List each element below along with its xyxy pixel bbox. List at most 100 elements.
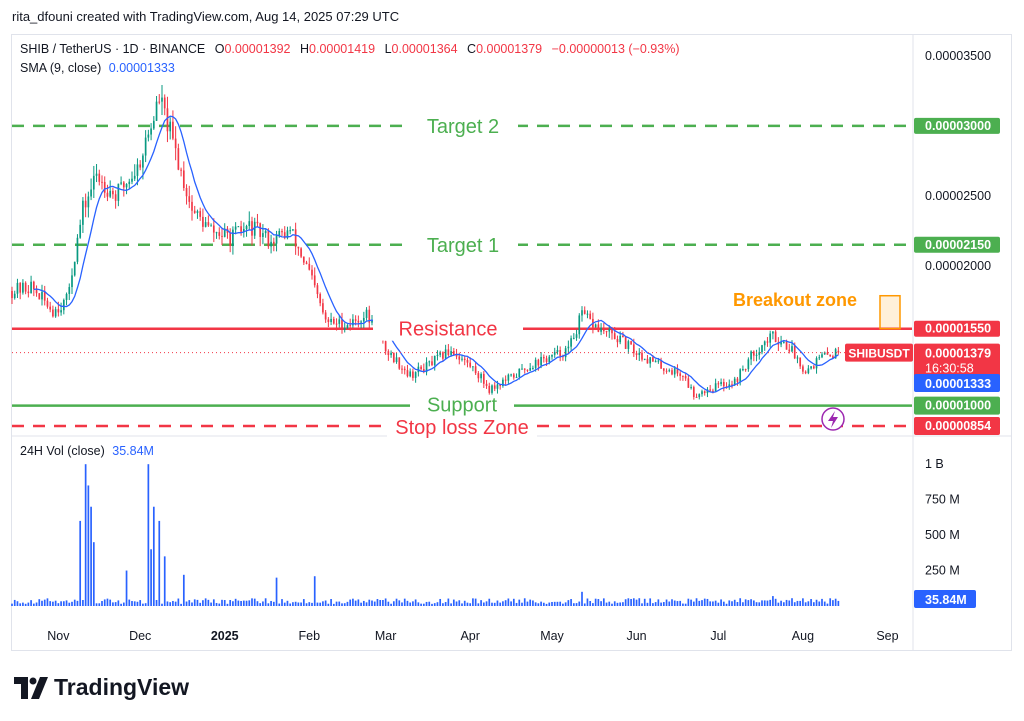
candle-body (30, 281, 32, 294)
candle-body (712, 390, 714, 392)
price-tick-1: 0.00002500 (925, 189, 991, 203)
candle-body (428, 361, 431, 363)
candle-body (619, 335, 622, 343)
tradingview-logo-icon (14, 676, 48, 699)
volume-bar (472, 598, 474, 606)
candle-body (300, 248, 302, 257)
volume-bar (802, 598, 804, 606)
time-tick-7: Jun (626, 629, 646, 643)
volume-bar (311, 602, 313, 606)
candle-body (510, 374, 512, 376)
volume-bar (676, 601, 679, 606)
volume-bar (428, 601, 431, 606)
tradingview-logo[interactable]: TradingView (14, 674, 189, 701)
volume-bar (147, 464, 150, 606)
candle-body (202, 216, 204, 227)
candle-body (493, 385, 496, 389)
volume-bar (605, 602, 608, 606)
label-target1: Target 1 (427, 235, 499, 257)
volume-bar (701, 600, 703, 606)
candle-body (649, 357, 652, 364)
volume-bar (30, 600, 32, 606)
close-value: 0.00001379 (476, 42, 543, 56)
candle-body (654, 361, 657, 363)
candle-body (665, 370, 668, 372)
volume-bar (395, 598, 398, 606)
candle-body (529, 368, 532, 371)
candle-body (422, 369, 425, 373)
candle-body (532, 367, 534, 369)
time-tick-10: Sep (876, 629, 898, 643)
volume-bar (534, 602, 537, 606)
volume-label[interactable]: 24H Vol (close) (20, 444, 105, 458)
price-tag-countdown: 16:30:58 (925, 362, 974, 376)
candle-body (613, 333, 616, 340)
symbol-name[interactable]: SHIB / TetherUS · 1D · BINANCE (20, 42, 206, 56)
candle-body (780, 342, 782, 345)
volume-bar (455, 601, 458, 606)
volume-bar (392, 601, 395, 606)
volume-bar (84, 464, 87, 606)
volume-bar (717, 602, 720, 606)
volume-bar (592, 603, 594, 606)
price-tag-text-last: 0.00001379 (925, 347, 991, 361)
candle-body (540, 356, 542, 366)
sma-label[interactable]: SMA (9, close) (20, 61, 102, 75)
volume-bar (324, 600, 327, 606)
candle-body (341, 319, 343, 330)
volume-bar (409, 602, 412, 606)
volume-bar (690, 599, 692, 606)
candle-body (131, 178, 133, 182)
volume-bar (373, 601, 376, 606)
candle-body (605, 331, 608, 333)
volume-bar (731, 601, 733, 606)
candle-body (477, 373, 480, 379)
volume-bar (248, 600, 251, 606)
label-target2: Target 2 (427, 116, 499, 138)
volume-bar (354, 600, 357, 606)
candle-body (774, 331, 777, 343)
volume-bar (695, 598, 698, 606)
volume-bar (442, 603, 444, 606)
volume-bar (212, 599, 215, 606)
candle-body (720, 382, 722, 385)
time-tick-0: Nov (47, 629, 70, 643)
time-tick-6: May (540, 629, 564, 643)
candle-body (638, 352, 641, 355)
volume-bar (49, 601, 52, 606)
candle-body (166, 108, 169, 132)
volume-bar (332, 603, 335, 606)
candle-body (117, 183, 120, 201)
candle-body (324, 312, 327, 320)
candle-body (371, 320, 373, 323)
candle-body (11, 290, 13, 299)
volume-bar (564, 602, 567, 606)
volume-bar (679, 600, 682, 606)
candle-body (837, 350, 840, 353)
candle-body (142, 155, 144, 168)
price-tag-resistance (914, 320, 1000, 337)
candle-body (826, 352, 829, 355)
volume-bar (253, 598, 256, 606)
candle-body (491, 385, 493, 393)
candle-body (297, 246, 300, 249)
volume-bar (120, 603, 122, 606)
candle-body (586, 313, 589, 315)
sma-legend: SMA (9, close) 0.00001333 (20, 61, 175, 75)
volume-bar (662, 602, 665, 606)
volume-bar (19, 603, 22, 606)
candle-body (583, 310, 586, 314)
candle-body (95, 173, 98, 176)
volume-bar (799, 600, 802, 606)
volume-bar (488, 598, 491, 606)
volume-bar (553, 601, 556, 606)
volume-bar (823, 601, 826, 606)
volume-bar (613, 601, 616, 606)
volume-bar (215, 602, 218, 606)
candle-body (185, 187, 188, 197)
candle-body (602, 327, 605, 332)
volume-bar (698, 600, 701, 606)
candle-body (270, 241, 272, 247)
